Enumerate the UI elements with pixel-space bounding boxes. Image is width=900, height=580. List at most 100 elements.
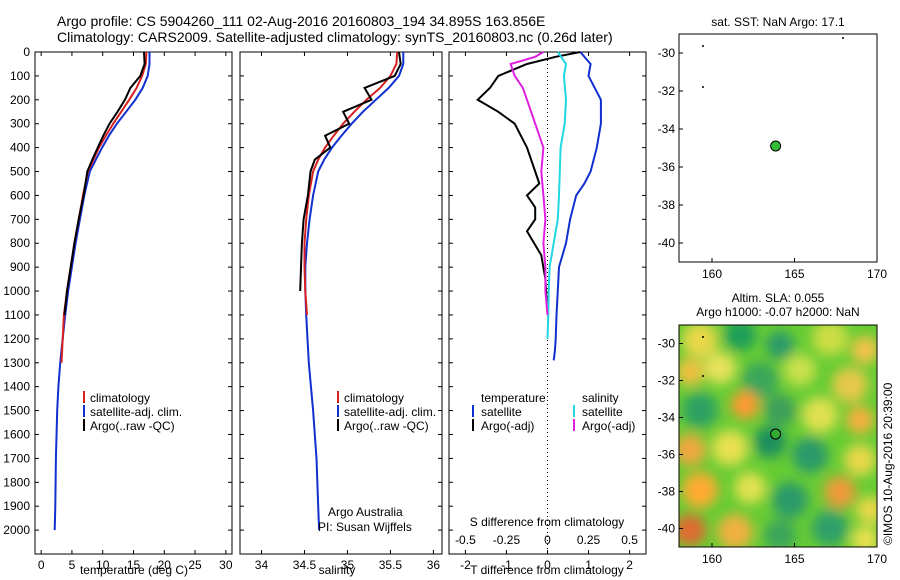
float-location-marker bbox=[770, 428, 782, 440]
legend-salinity-title: salinity bbox=[582, 391, 619, 405]
depth-tick-label: 0 bbox=[23, 45, 30, 59]
series-line bbox=[53, 52, 151, 531]
map-y-tick-label: -36 bbox=[658, 448, 676, 462]
x-tick-label: 0 bbox=[38, 558, 45, 572]
difference-top-axis: -0.5-0.2500.250.5 bbox=[455, 533, 638, 547]
sst-map-axes: 160 165 170 -30 -32 -34 -36 -38 -40 bbox=[658, 46, 888, 281]
map-y-tick-label: -32 bbox=[658, 374, 676, 388]
series-line bbox=[552, 51, 602, 361]
float-location-marker bbox=[770, 140, 782, 152]
coast-dot bbox=[842, 37, 844, 39]
sla-map-panel: Altim. SLA: 0.055 Argo h1000: -0.07 h200… bbox=[658, 291, 888, 566]
top-tick-label: 0.25 bbox=[577, 533, 601, 547]
legend-label-s-argo: Argo(-adj) bbox=[582, 419, 635, 433]
sla-map-title-2: Argo h1000: -0.07 h2000: NaN bbox=[696, 305, 859, 319]
salinity-depth-ticks bbox=[240, 51, 442, 531]
map-x-tick-label: 170 bbox=[867, 552, 887, 566]
legend-label-argo: Argo(..raw -QC) bbox=[90, 419, 175, 433]
credit-line-1: Argo Australia bbox=[328, 505, 403, 519]
salinity-x-axis: 34 34.5 35 35.5 36 bbox=[255, 52, 441, 572]
temperature-x-axis: 0 5 10 15 20 25 30 bbox=[38, 52, 233, 572]
sla-map-frame bbox=[678, 324, 878, 548]
map-y-tick-label: -34 bbox=[658, 122, 676, 136]
depth-tick-label: 1900 bbox=[3, 499, 30, 513]
legend-label-s-satellite: satellite bbox=[582, 405, 623, 419]
salinity-series bbox=[299, 51, 405, 531]
x-tick-label: 5 bbox=[69, 558, 76, 572]
x-tick-label: 0 bbox=[544, 558, 551, 572]
header-line-1: Argo profile: CS 5904260_111 02-Aug-2016… bbox=[57, 13, 545, 29]
coast-dot bbox=[702, 375, 704, 377]
coast-dot bbox=[702, 336, 704, 338]
x-tick-label: 35.5 bbox=[379, 558, 403, 572]
series-line bbox=[299, 51, 402, 292]
legend-label-t-argo: Argo(-adj) bbox=[481, 419, 534, 433]
map-y-tick-label: -38 bbox=[658, 198, 676, 212]
legend-label-argo: Argo(..raw -QC) bbox=[344, 419, 429, 433]
temperature-panel: 0100200300400500600700800900100011001200… bbox=[3, 45, 233, 577]
legend-label-satellite: satellite-adj. clim. bbox=[90, 405, 182, 419]
depth-tick-label: 1200 bbox=[3, 332, 30, 346]
depth-tick-label: 1600 bbox=[3, 427, 30, 441]
difference-x-label: T difference from climatology bbox=[470, 563, 624, 577]
copyright-stamp: ©IMOS 10-Aug-2016 20:39:00 bbox=[881, 382, 895, 545]
temperature-x-label: temperature (deg C) bbox=[80, 563, 188, 577]
top-tick-label: -0.5 bbox=[455, 533, 476, 547]
x-tick-label: 20 bbox=[158, 558, 172, 572]
map-x-tick-label: 165 bbox=[784, 552, 804, 566]
series-line bbox=[63, 51, 146, 316]
depth-tick-label: 1800 bbox=[3, 475, 30, 489]
x-tick-label: 36 bbox=[427, 558, 441, 572]
map-x-tick-label: 160 bbox=[702, 267, 722, 281]
depth-tick-label: 900 bbox=[10, 260, 30, 274]
difference-legend: temperature satellite Argo(-adj) salinit… bbox=[472, 391, 635, 433]
sst-map-title: sat. SST: NaN Argo: 17.1 bbox=[711, 15, 845, 29]
depth-tick-label: 100 bbox=[10, 69, 30, 83]
map-x-tick-label: 165 bbox=[784, 267, 804, 281]
salinity-legend: climatology satellite-adj. clim. Argo(..… bbox=[337, 391, 436, 433]
header-line-2: Climatology: CARS2009. Satellite-adjuste… bbox=[57, 29, 613, 45]
depth-tick-label: 1300 bbox=[3, 356, 30, 370]
salinity-axes-frame bbox=[239, 51, 443, 555]
depth-tick-label: 1400 bbox=[3, 380, 30, 394]
depth-tick-label: 1000 bbox=[3, 284, 30, 298]
series-line bbox=[476, 51, 581, 304]
legend-label-climatology: climatology bbox=[90, 391, 150, 405]
depth-tick-label: 500 bbox=[10, 165, 30, 179]
map-y-tick-label: -30 bbox=[658, 46, 676, 60]
map-y-tick-label: -40 bbox=[658, 236, 676, 250]
series-line bbox=[509, 51, 549, 316]
depth-tick-label: 600 bbox=[10, 188, 30, 202]
legend-label-climatology: climatology bbox=[344, 391, 404, 405]
x-tick-label: 2 bbox=[626, 558, 633, 572]
credit-line-2: PI: Susan Wijffels bbox=[318, 520, 412, 534]
depth-tick-label: 300 bbox=[10, 117, 30, 131]
salinity-x-label: salinity bbox=[319, 563, 356, 577]
depth-tick-label: 800 bbox=[10, 236, 30, 250]
map-y-tick-label: -32 bbox=[658, 84, 676, 98]
temperature-series bbox=[53, 51, 151, 531]
x-tick-label: 34 bbox=[255, 558, 269, 572]
series-line bbox=[303, 51, 399, 316]
sst-map-panel: sat. SST: NaN Argo: 17.1 160 165 170 -30 -32… bbox=[658, 15, 888, 281]
map-x-tick-label: 160 bbox=[702, 552, 722, 566]
x-tick-label: 35 bbox=[341, 558, 355, 572]
series-line bbox=[546, 51, 568, 339]
depth-axis: 0 100 200 300 400 500 600 700 800 900 1000 1100 1200… bbox=[3, 45, 232, 537]
coast-dot bbox=[702, 45, 704, 47]
difference-depth-ticks bbox=[449, 51, 646, 531]
legend-label-satellite: satellite-adj. clim. bbox=[344, 405, 436, 419]
map-y-tick-label: -40 bbox=[658, 522, 676, 536]
depth-tick-label: 700 bbox=[10, 212, 30, 226]
depth-tick-label: 1100 bbox=[4, 308, 30, 322]
series-line bbox=[304, 52, 405, 531]
depth-tick-label: 400 bbox=[10, 141, 30, 155]
x-tick-label: 10 bbox=[96, 558, 110, 572]
sla-map-axes: 160 165 170 -30 -32 -34 -36 -38 -40 bbox=[658, 337, 888, 567]
coast-dot bbox=[702, 86, 704, 88]
legend-temperature-title: temperature bbox=[481, 391, 546, 405]
x-tick-label: 34.5 bbox=[293, 558, 317, 572]
sla-map-title-1: Altim. SLA: 0.055 bbox=[732, 291, 825, 305]
temperature-legend: climatology satellite-adj. clim. Argo(..… bbox=[83, 391, 182, 433]
x-tick-label: 30 bbox=[219, 558, 233, 572]
